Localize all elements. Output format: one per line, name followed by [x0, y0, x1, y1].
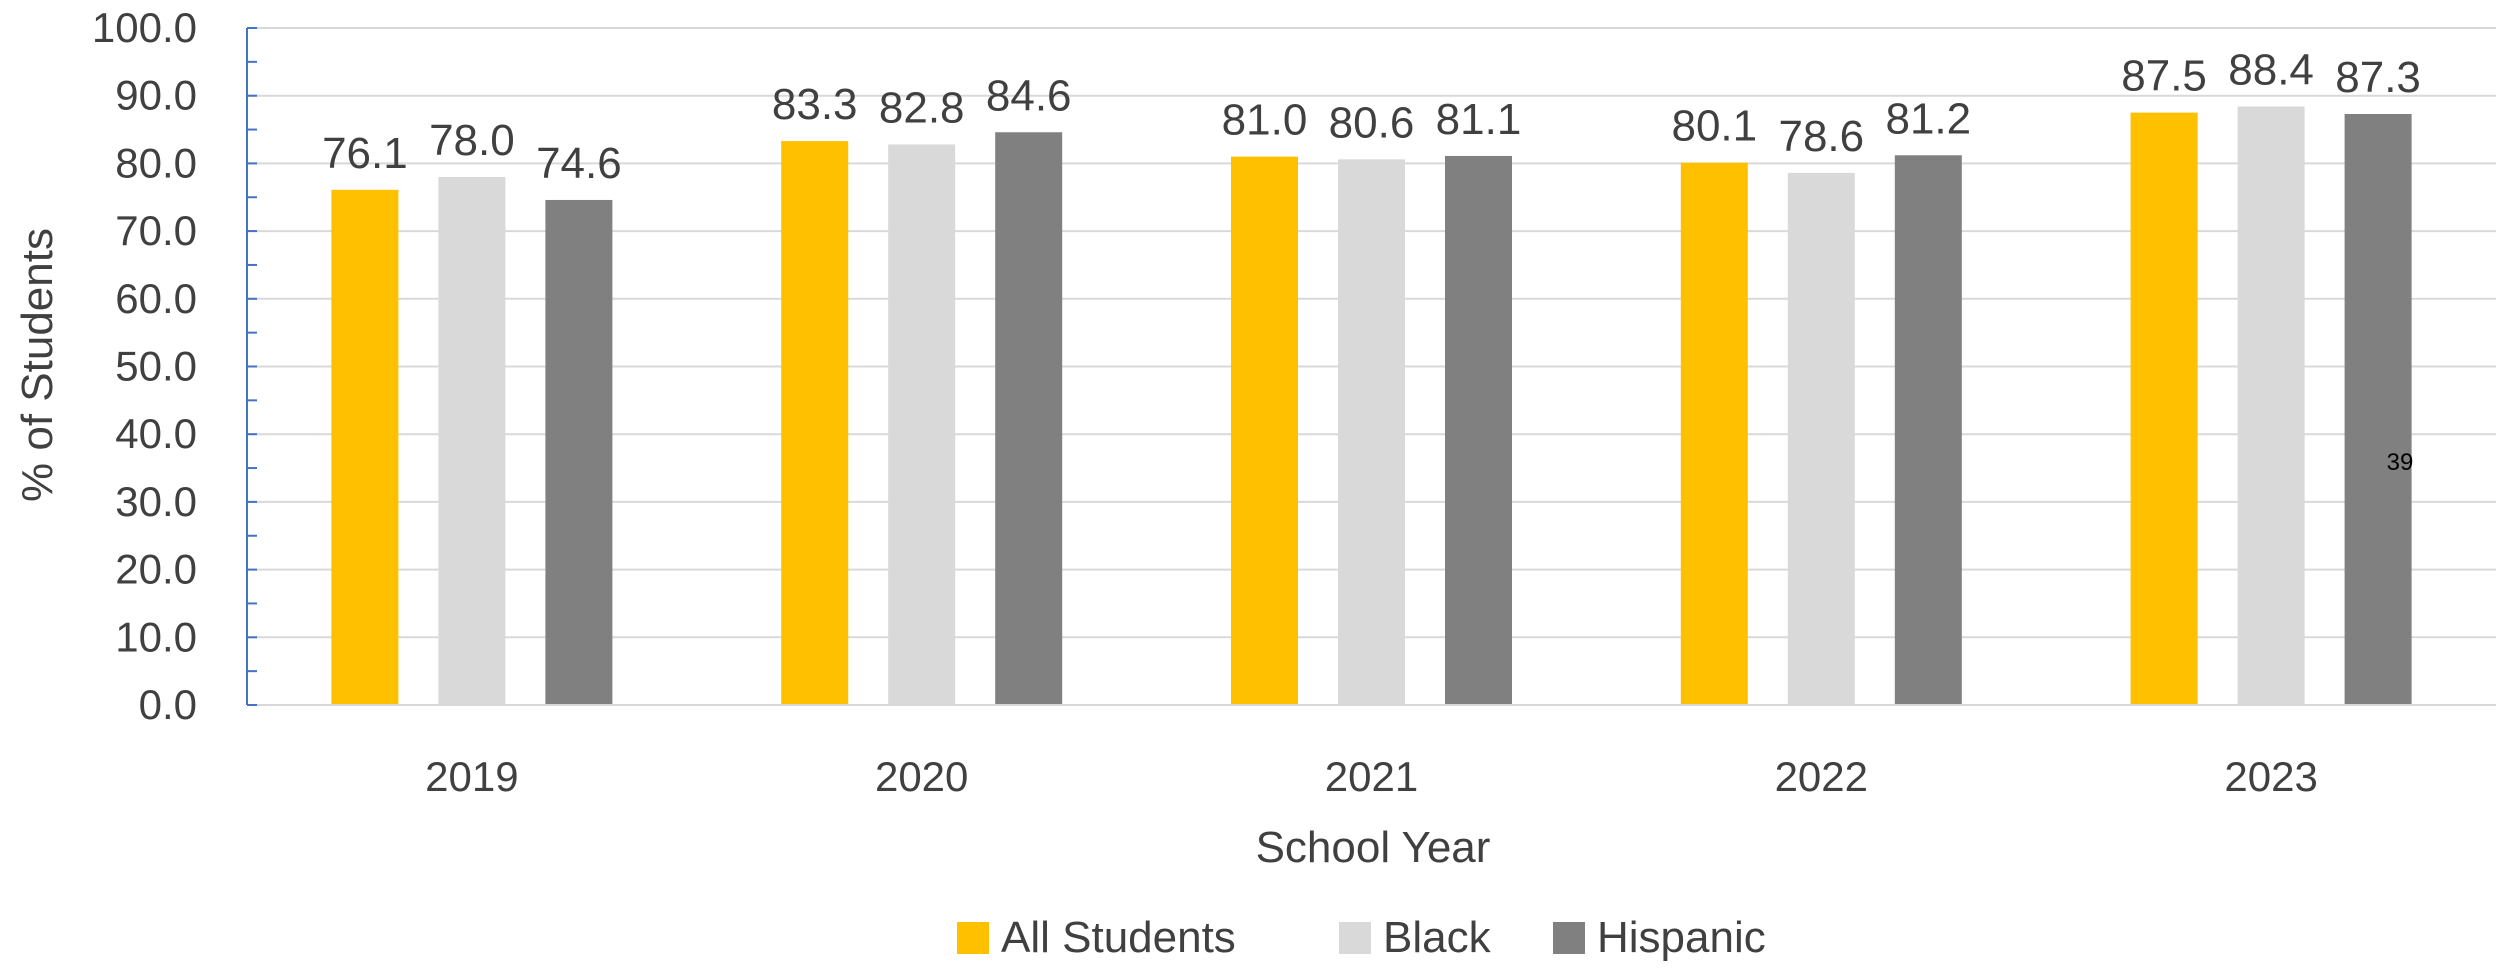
legend-swatch: [957, 922, 989, 954]
legend-swatch: [1339, 922, 1371, 954]
x-tick-label: 2023: [2224, 753, 2317, 800]
data-labels: 76.1 78.0 74.6 83.3 82.8 84.6 81.0 80.6 81.1 80.1…: [322, 46, 2421, 188]
y-tick-labels: 0.0 10.0 20.0 30.0 40.0 50.0 60.0 70.0 80.0 90.0 1…: [92, 4, 197, 728]
bar: [888, 144, 956, 706]
y-tick-label: 60.0: [115, 275, 197, 322]
data-label: 83.3: [772, 80, 858, 129]
data-label: 74.6: [536, 139, 622, 188]
y-tick-label: 40.0: [115, 410, 197, 457]
data-label: 81.2: [1885, 94, 1971, 143]
y-tick-label: 50.0: [115, 343, 197, 390]
bar: [781, 141, 849, 705]
bar: [1231, 156, 1298, 705]
y-tick-label: 80.0: [115, 139, 197, 186]
bar: [1894, 155, 1962, 705]
data-label: 82.8: [879, 83, 965, 132]
data-label: 76.1: [322, 129, 408, 178]
bar: [1787, 172, 1855, 706]
y-tick-label: 10.0: [115, 613, 197, 660]
data-label: 88.4: [2228, 46, 2314, 95]
bar: [331, 189, 399, 706]
bar: [2344, 113, 2412, 705]
legend-swatch: [1553, 922, 1585, 954]
x-tick-label: 2019: [425, 753, 518, 800]
bar: [2237, 106, 2305, 706]
y-tick-label: 90.0: [115, 72, 197, 119]
y-axis-title: % of Students: [13, 228, 62, 502]
page-number: 39: [2387, 449, 2414, 476]
x-axis-title: School Year: [1256, 823, 1491, 872]
x-tick-label: 2020: [875, 753, 968, 800]
bar: [438, 176, 506, 705]
bar: [1680, 162, 1748, 705]
legend: All Students Black Hispanic: [957, 913, 1766, 962]
data-label: 78.0: [429, 116, 515, 165]
x-tick-label: 2021: [1325, 753, 1418, 800]
x-tick-label: 2022: [1775, 753, 1868, 800]
y-tick-label: 100.0: [92, 4, 197, 51]
data-label: 81.1: [1436, 95, 1522, 144]
data-label: 84.6: [986, 71, 1072, 120]
y-tick-label: 20.0: [115, 546, 197, 593]
y-tick-label: 0.0: [139, 681, 197, 728]
data-label: 80.6: [1329, 98, 1415, 147]
bar: [545, 199, 613, 705]
x-tick-labels: 2019 2020 2021 2022 2023: [425, 753, 2318, 800]
legend-label: Hispanic: [1597, 913, 1766, 962]
bar: [1338, 159, 1405, 705]
bar: [2130, 112, 2198, 705]
data-label: 87.5: [2121, 52, 2207, 101]
axes: [246, 27, 2496, 706]
y-tick-label: 70.0: [115, 207, 197, 254]
data-label: 80.1: [1671, 102, 1757, 151]
data-label: 78.6: [1778, 112, 1864, 161]
data-label: 87.3: [2335, 53, 2421, 102]
bar: [1445, 155, 1512, 705]
y-tick-label: 30.0: [115, 478, 197, 525]
bars: [331, 106, 2412, 706]
legend-label: All Students: [1001, 913, 1236, 962]
legend-label: Black: [1383, 913, 1492, 962]
bar: [995, 132, 1063, 705]
data-label: 81.0: [1222, 96, 1308, 145]
